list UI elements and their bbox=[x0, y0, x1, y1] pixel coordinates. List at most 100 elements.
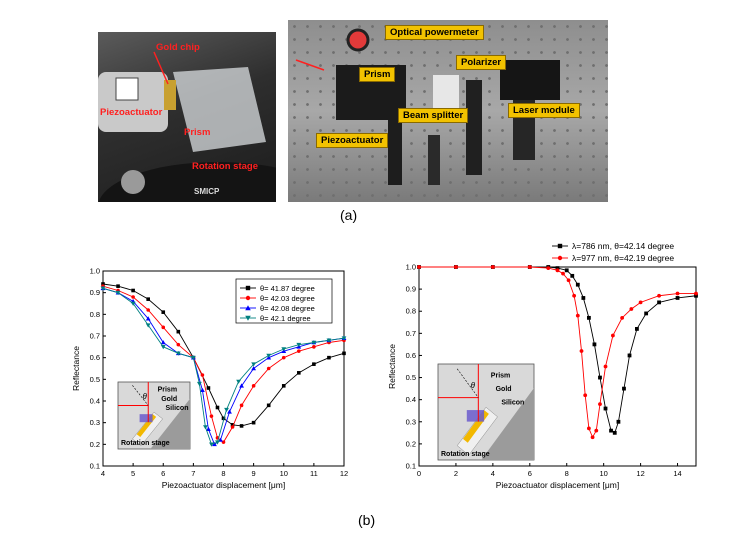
data-point bbox=[131, 288, 135, 293]
legend-marker bbox=[245, 305, 251, 311]
y-tick-label: 0.1 bbox=[90, 462, 100, 471]
inset-label-gold: Gold bbox=[161, 396, 177, 403]
data-point bbox=[341, 336, 347, 341]
data-point bbox=[215, 440, 220, 445]
data-point bbox=[251, 384, 256, 388]
data-point bbox=[215, 405, 220, 410]
label-polarizer: Polarizer bbox=[456, 55, 507, 70]
inset-normal-line bbox=[132, 385, 149, 406]
x-tick-label: 11 bbox=[310, 469, 318, 478]
link-pointer bbox=[295, 59, 325, 71]
data-point bbox=[206, 386, 211, 390]
caption-b: (b) bbox=[358, 512, 376, 528]
data-point bbox=[209, 442, 214, 447]
data-point bbox=[251, 362, 257, 367]
data-point bbox=[281, 347, 287, 352]
series-4 bbox=[100, 286, 347, 447]
data-point bbox=[176, 342, 181, 347]
data-point bbox=[251, 420, 256, 425]
data-point bbox=[296, 342, 302, 348]
data-point bbox=[145, 323, 151, 328]
prism-shape bbox=[173, 67, 266, 152]
data-point bbox=[266, 403, 271, 408]
data-point bbox=[130, 301, 136, 306]
y-tick-label: 0.9 bbox=[90, 288, 100, 297]
data-point bbox=[146, 297, 150, 301]
data-point bbox=[342, 351, 346, 356]
label-gold-chip: Gold chip bbox=[156, 42, 200, 53]
legend-label: θ= 42.1 degree bbox=[260, 314, 311, 323]
label-rotation-stage: Rotation stage bbox=[192, 161, 258, 172]
label-piezoactuator-right: Piezoactuator bbox=[316, 133, 389, 148]
x-tick-label: 12 bbox=[340, 469, 348, 478]
data-point bbox=[312, 362, 316, 366]
x-tick-label: 9 bbox=[252, 469, 256, 478]
data-point bbox=[281, 384, 286, 388]
data-point bbox=[160, 340, 166, 345]
y-tick-label: 0.5 bbox=[90, 375, 100, 384]
data-point bbox=[200, 387, 205, 392]
data-point bbox=[203, 425, 208, 430]
inset-theta: θ bbox=[142, 392, 147, 401]
rotation-stage-disk bbox=[98, 162, 276, 202]
y-tick-label: 0.8 bbox=[90, 310, 100, 319]
data-point bbox=[161, 325, 166, 330]
data-point bbox=[175, 351, 181, 356]
data-point bbox=[281, 355, 286, 360]
y-tick-label: 0.6 bbox=[90, 353, 100, 362]
data-point bbox=[146, 308, 150, 312]
data-point bbox=[297, 371, 301, 375]
y-ticks: 0.1 0.2 0.3 0.4 0.5 0.6 0.7 0.8 0.9 1.0 bbox=[90, 267, 106, 471]
x-tick-label: 10 bbox=[280, 469, 288, 478]
data-point bbox=[100, 286, 106, 291]
data-point bbox=[212, 441, 217, 447]
series-line bbox=[102, 287, 345, 445]
data-point bbox=[230, 425, 235, 429]
photo-left-drawing bbox=[98, 51, 276, 202]
stage-engraving: SMICP bbox=[194, 187, 220, 196]
data-point bbox=[239, 403, 244, 408]
data-point bbox=[197, 381, 202, 387]
data-point bbox=[190, 355, 196, 361]
data-point bbox=[311, 340, 317, 345]
gold-chip-pointer bbox=[153, 51, 169, 85]
data-point bbox=[209, 414, 214, 418]
data-point bbox=[236, 379, 241, 384]
data-point bbox=[297, 349, 301, 353]
y-tick-label: 0.2 bbox=[90, 440, 100, 449]
inset-label-rotation-stage: Rotation stage bbox=[121, 440, 170, 447]
data-point bbox=[327, 355, 331, 360]
y-tick-label: 0.7 bbox=[90, 332, 100, 341]
laser-module-body bbox=[500, 60, 560, 100]
legend-label: θ= 42.08 degree bbox=[260, 304, 315, 313]
legend-box bbox=[235, 278, 333, 324]
legend-label: θ= 42.03 degree bbox=[260, 294, 315, 303]
data-point bbox=[239, 383, 244, 388]
data-point bbox=[266, 353, 272, 358]
inset-diagram-left: θ Prism Gold Silicon Rotation stage bbox=[117, 381, 191, 450]
x-tick-label: 4 bbox=[101, 469, 105, 478]
data-point bbox=[224, 407, 229, 413]
label-prism-left: Prism bbox=[184, 127, 211, 138]
data-point bbox=[160, 345, 166, 350]
y-tick-label: 0.4 bbox=[90, 397, 100, 406]
powermeter-head bbox=[346, 28, 370, 52]
legend-label: θ= 41.87 degree bbox=[260, 284, 315, 293]
x-tick-label: 8 bbox=[221, 469, 225, 478]
x-axis-label: Piezoactuator displacement [μm] bbox=[162, 480, 285, 490]
data-point bbox=[312, 345, 316, 349]
polarizer-post bbox=[466, 80, 482, 175]
label-beam-splitter: Beam splitter bbox=[398, 108, 469, 123]
data-point bbox=[101, 282, 105, 286]
data-point bbox=[145, 316, 151, 321]
caption-a: (a) bbox=[340, 207, 358, 223]
qr-label bbox=[115, 77, 139, 101]
legend-marker bbox=[245, 295, 251, 301]
legend-marker bbox=[245, 315, 251, 321]
post-1 bbox=[388, 120, 402, 185]
data-point bbox=[221, 416, 226, 421]
inset-label-prism: Prism bbox=[158, 386, 177, 393]
y-tick-label: 0.3 bbox=[90, 418, 100, 427]
